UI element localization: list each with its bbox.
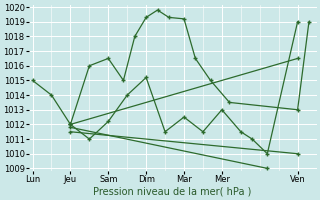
X-axis label: Pression niveau de la mer( hPa ): Pression niveau de la mer( hPa ) (93, 187, 252, 197)
